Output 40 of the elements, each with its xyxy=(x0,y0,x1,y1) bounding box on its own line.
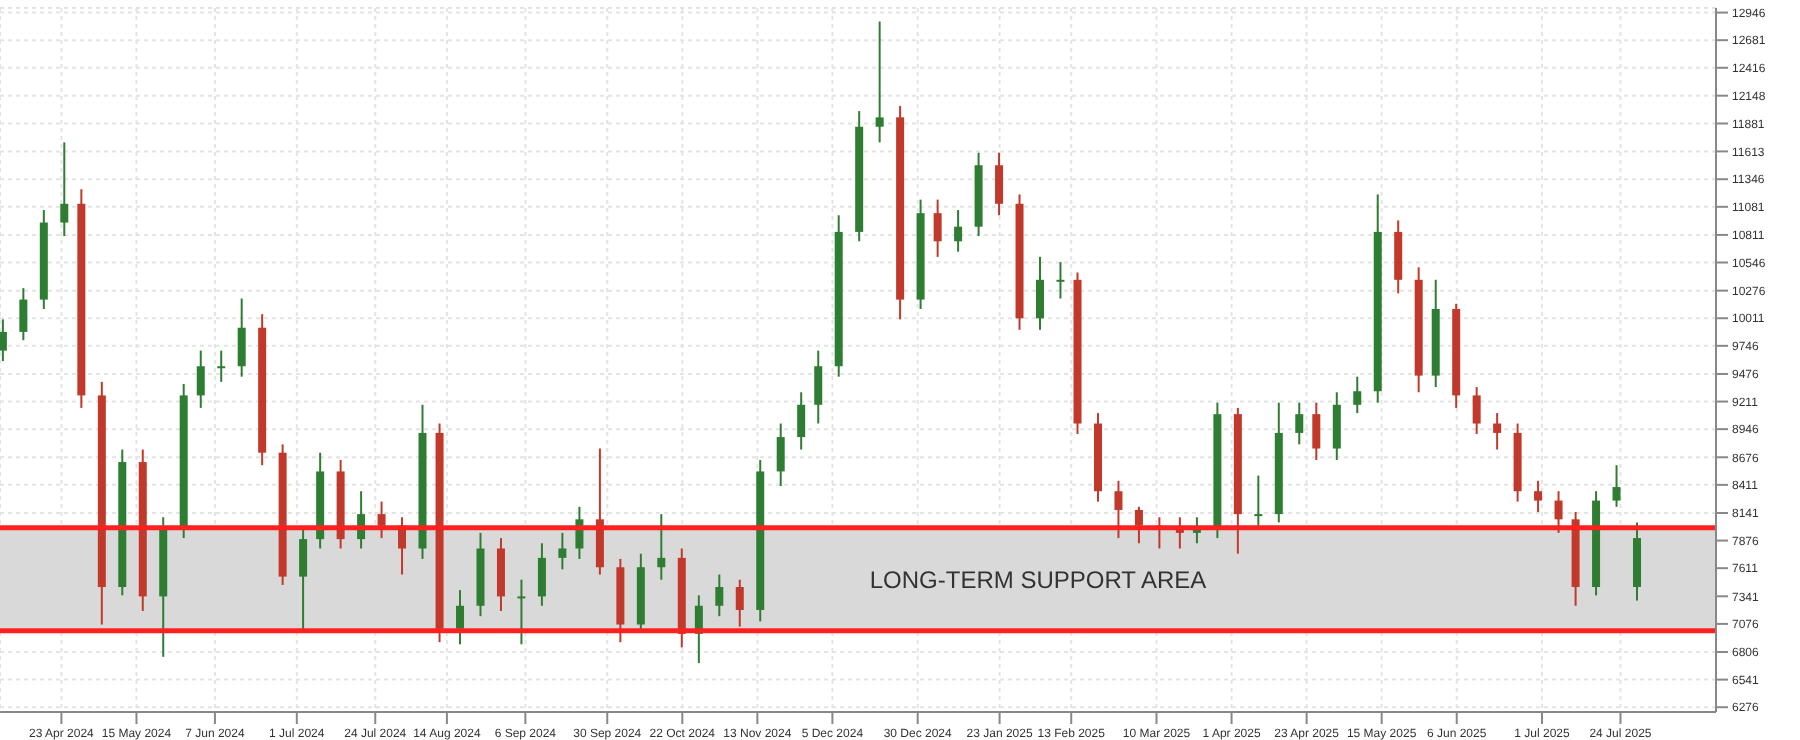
candlestick xyxy=(1353,375,1362,415)
candlestick xyxy=(1472,386,1481,435)
candlestick xyxy=(1056,261,1065,300)
candlestick xyxy=(715,573,724,618)
candlestick xyxy=(196,349,205,409)
band-label: LONG-TERM SUPPORT AREA xyxy=(869,565,1207,594)
candlestick xyxy=(1035,255,1044,331)
candlestick xyxy=(1332,391,1341,461)
candlestick xyxy=(954,209,963,253)
candlestick xyxy=(517,578,526,646)
candlestick xyxy=(1312,401,1321,461)
candlestick xyxy=(299,526,308,633)
candlestick xyxy=(237,297,246,378)
candlestick xyxy=(814,349,823,425)
candlestick xyxy=(60,141,69,238)
candlestick xyxy=(595,447,604,576)
candlestick xyxy=(995,151,1004,217)
candlestick xyxy=(1612,464,1621,508)
candlestick xyxy=(537,542,546,607)
candlestick xyxy=(456,589,465,646)
candlestick xyxy=(875,20,884,144)
candlestick xyxy=(735,578,744,628)
candlestick xyxy=(797,391,806,451)
candlestick xyxy=(1394,219,1403,295)
candlestick xyxy=(1493,412,1502,451)
candlestick xyxy=(1534,479,1543,514)
candlestick xyxy=(377,500,386,540)
candlestick xyxy=(933,198,942,258)
candlestick xyxy=(558,531,567,571)
candlestick xyxy=(1295,401,1304,446)
candlestick xyxy=(1554,490,1563,534)
candlestick xyxy=(1134,505,1143,545)
candlestick xyxy=(19,287,28,342)
candlestick xyxy=(1114,479,1123,540)
candlestick xyxy=(657,513,666,581)
candlestick xyxy=(217,349,226,383)
candlestick xyxy=(1254,474,1263,529)
candlestick xyxy=(776,422,785,488)
candlestick xyxy=(496,537,505,612)
candlestick xyxy=(0,318,7,363)
